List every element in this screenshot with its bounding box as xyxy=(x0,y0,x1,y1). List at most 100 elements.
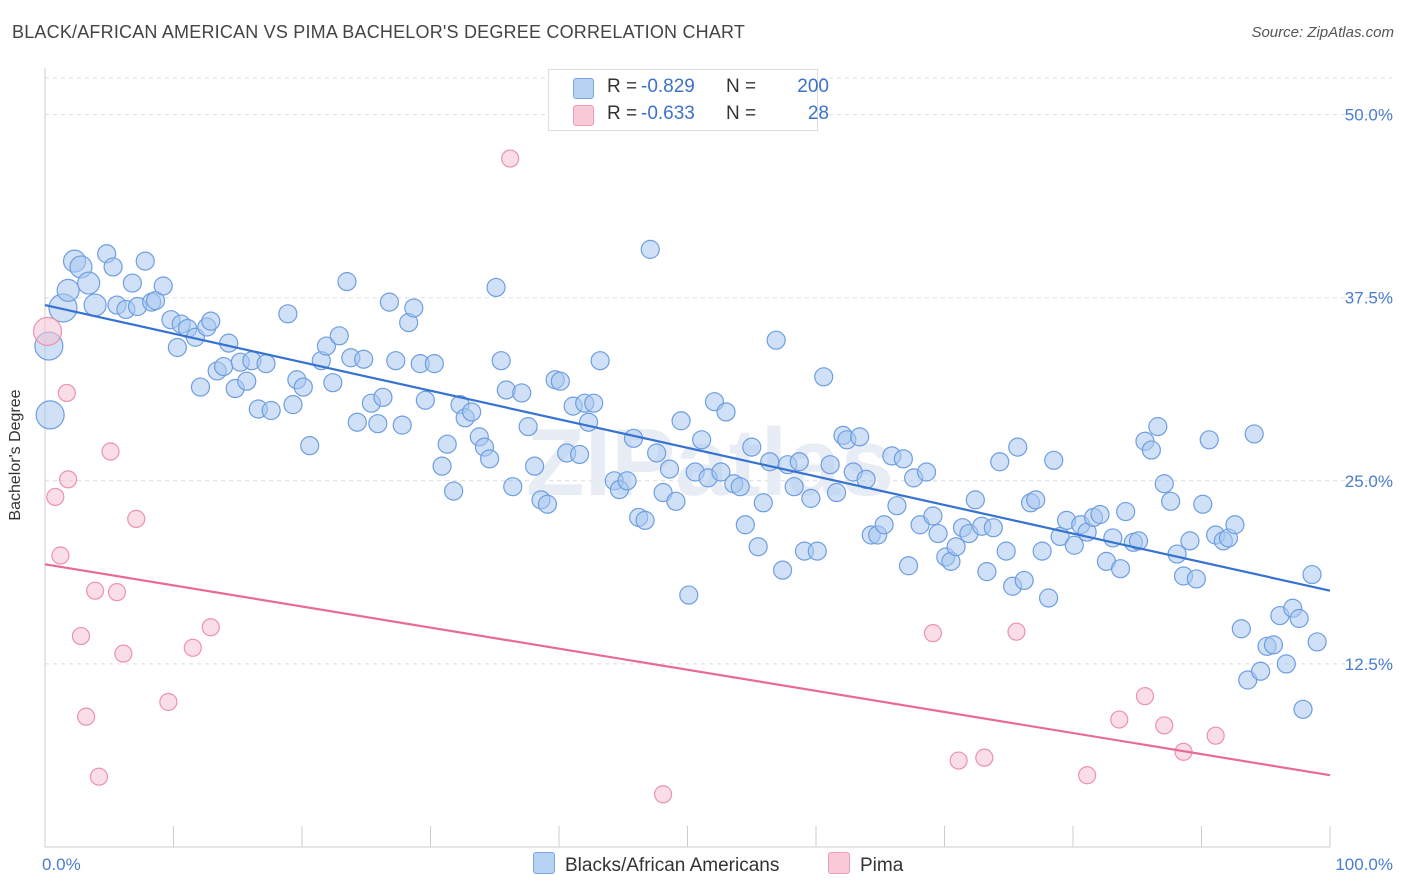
point-blacks xyxy=(300,436,320,456)
point-pima xyxy=(107,583,127,602)
point-blacks xyxy=(730,477,750,497)
legend-n-value: 28 xyxy=(807,103,829,124)
point-blacks xyxy=(77,271,101,295)
point-pima xyxy=(71,626,91,646)
point-blacks xyxy=(1110,559,1131,579)
point-pima xyxy=(51,546,70,565)
trend-lines xyxy=(44,303,1331,777)
legend-r-value: -0.633 xyxy=(641,103,695,124)
point-blacks xyxy=(716,402,736,422)
point-blacks xyxy=(480,449,500,469)
point-blacks xyxy=(1032,541,1052,561)
point-blacks xyxy=(373,387,393,407)
point-blacks xyxy=(826,482,847,503)
point-blacks xyxy=(491,351,511,371)
point-blacks xyxy=(1302,564,1322,585)
point-blacks xyxy=(1199,430,1219,450)
point-blacks xyxy=(711,462,731,482)
y-axis-label: Bachelor's Degree xyxy=(7,389,24,521)
trend-line-pima xyxy=(44,563,1331,777)
legend: R = -0.829 N = 200 R = -0.633 N = 28 xyxy=(548,69,829,131)
point-blacks xyxy=(503,477,523,497)
point-blacks xyxy=(983,518,1003,538)
bottom-legend-blacks: Blacks/African Americans xyxy=(533,852,779,877)
legend-swatch-pink xyxy=(573,105,594,126)
point-blacks xyxy=(201,311,221,331)
point-pima xyxy=(501,149,520,168)
legend-n-label: N = xyxy=(726,76,757,97)
point-blacks xyxy=(219,333,239,353)
point-blacks xyxy=(122,273,142,293)
point-blacks xyxy=(772,560,793,580)
point-blacks xyxy=(753,493,773,513)
point-blacks xyxy=(550,371,570,391)
point-blacks xyxy=(578,412,599,432)
x-tick-label: 0.0% xyxy=(42,855,81,874)
point-blacks xyxy=(996,541,1016,561)
point-pima xyxy=(114,644,133,663)
point-blacks xyxy=(1161,491,1181,511)
point-blacks xyxy=(153,276,173,296)
point-pima xyxy=(77,707,96,726)
point-blacks xyxy=(337,272,357,292)
point-blacks xyxy=(278,304,298,324)
point-blacks xyxy=(214,356,234,377)
point-blacks xyxy=(1116,501,1136,522)
point-blacks xyxy=(1244,424,1264,444)
point-blacks xyxy=(56,278,80,302)
point-blacks xyxy=(742,437,762,457)
point-blacks xyxy=(1026,490,1046,510)
source-label: Source: ZipAtlas.com xyxy=(1251,24,1394,41)
point-blacks xyxy=(1154,474,1174,494)
legend-swatch-blue xyxy=(573,78,594,99)
point-blacks xyxy=(584,393,604,413)
point-blacks xyxy=(887,496,907,516)
point-blacks xyxy=(354,349,374,369)
point-blacks xyxy=(386,351,406,371)
point-blacks xyxy=(965,490,985,510)
point-blacks xyxy=(392,415,412,435)
point-blacks xyxy=(807,541,827,561)
legend-r-label: R = xyxy=(607,76,638,97)
point-blacks xyxy=(1008,437,1028,457)
point-pima xyxy=(57,383,76,403)
point-blacks xyxy=(1148,417,1168,437)
point-blacks xyxy=(1307,632,1327,652)
point-blacks xyxy=(647,443,667,463)
point-blacks xyxy=(1064,535,1084,555)
y-tick-labels: 12.5% 25.0% 37.5% 50.0% xyxy=(1345,106,1393,674)
point-blacks xyxy=(1251,661,1271,681)
point-blacks xyxy=(635,510,655,530)
point-pima xyxy=(127,509,146,528)
point-blacks xyxy=(659,459,680,479)
point-pima xyxy=(653,785,673,804)
point-pima xyxy=(975,748,994,767)
trend-line-blacks xyxy=(44,303,1331,592)
point-pima xyxy=(183,638,202,657)
point-pima xyxy=(59,470,78,489)
point-blacks xyxy=(167,337,187,358)
series-pima-points xyxy=(32,149,1225,804)
point-blacks xyxy=(1193,494,1213,514)
point-blacks xyxy=(1186,569,1206,589)
point-pima xyxy=(101,442,120,461)
point-blacks xyxy=(784,477,804,497)
point-pima xyxy=(86,581,105,600)
point-pima xyxy=(1110,710,1129,729)
point-blacks xyxy=(820,455,840,475)
point-pima xyxy=(1078,766,1097,785)
point-pima xyxy=(1206,726,1225,745)
point-blacks xyxy=(518,417,538,437)
bottom-legend-swatch-blue xyxy=(533,852,555,874)
y-tick-label: 37.5% xyxy=(1345,289,1393,308)
point-blacks xyxy=(666,491,686,511)
point-blacks xyxy=(990,452,1010,472)
point-blacks xyxy=(946,537,966,557)
legend-r-label: R = xyxy=(607,103,638,124)
point-blacks xyxy=(283,395,303,415)
point-blacks xyxy=(379,292,399,312)
bottom-legend-pima: Pima xyxy=(828,852,903,877)
point-blacks xyxy=(977,562,997,582)
legend-r-value: -0.829 xyxy=(641,76,695,97)
